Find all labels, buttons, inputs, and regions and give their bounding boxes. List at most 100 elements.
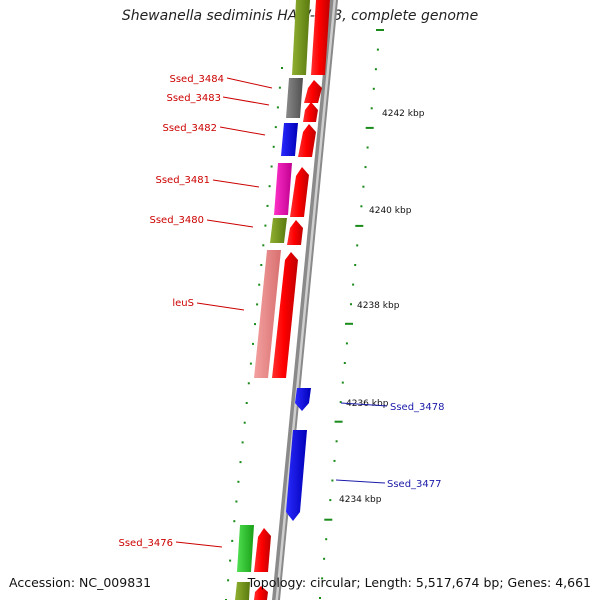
tick-mark bbox=[247, 382, 250, 385]
leader-line bbox=[196, 302, 245, 311]
tick-mark bbox=[256, 303, 259, 306]
tick-mark bbox=[233, 520, 236, 523]
leader-line bbox=[212, 179, 260, 188]
tick-mark bbox=[324, 518, 333, 521]
tick-mark bbox=[339, 401, 342, 404]
tick-mark bbox=[355, 224, 364, 227]
tick-mark bbox=[268, 185, 271, 188]
tick-mark bbox=[360, 205, 363, 208]
tick-mark bbox=[366, 146, 369, 149]
tick-mark bbox=[376, 29, 384, 31]
tick-mark bbox=[252, 342, 254, 345]
tick-mark bbox=[331, 479, 334, 482]
leader-line bbox=[222, 96, 270, 106]
tick-mark bbox=[335, 440, 338, 443]
tick-mark bbox=[329, 499, 332, 502]
feature-block-blue bbox=[281, 123, 298, 156]
gene-label: Ssed_3483 bbox=[166, 93, 221, 104]
tick-mark bbox=[235, 500, 238, 503]
tick-mark bbox=[229, 559, 232, 562]
backbone bbox=[272, 0, 338, 600]
tick-mark bbox=[237, 480, 240, 483]
tick-mark bbox=[325, 538, 328, 541]
tick-mark bbox=[362, 185, 365, 188]
feature-block-gray bbox=[286, 78, 303, 118]
tick-mark bbox=[231, 539, 234, 542]
gene-arrow bbox=[304, 80, 322, 103]
tick-mark bbox=[243, 421, 246, 424]
tick-mark bbox=[345, 342, 348, 345]
gene-label: leuS bbox=[172, 298, 194, 309]
tick-mark bbox=[239, 461, 242, 464]
tick-mark bbox=[281, 67, 283, 69]
gene-label: Ssed_3476 bbox=[118, 538, 173, 549]
gene-arrow bbox=[290, 167, 309, 217]
tick-mark bbox=[262, 244, 265, 247]
backbone-highlight bbox=[275, 0, 336, 600]
reverse-genes bbox=[286, 388, 311, 521]
forward-genes bbox=[254, 0, 330, 600]
leader-line bbox=[175, 541, 223, 548]
tick-mark bbox=[227, 579, 230, 582]
feature-block-olive-3 bbox=[235, 582, 250, 600]
tick-mark bbox=[333, 459, 336, 462]
tick-mark bbox=[350, 303, 352, 306]
gene-arrow bbox=[286, 430, 307, 521]
tick-mark bbox=[364, 166, 367, 169]
gene-label: Ssed_3484 bbox=[169, 74, 224, 85]
tick-mark bbox=[241, 441, 244, 444]
tick-mark bbox=[374, 68, 377, 71]
tick-mark bbox=[276, 106, 279, 109]
leader-line bbox=[340, 402, 388, 407]
gene-arrow bbox=[311, 0, 330, 75]
accession-text: Accession: NC_009831 bbox=[9, 575, 152, 590]
tick-mark bbox=[345, 322, 353, 325]
tick-mark bbox=[334, 420, 343, 423]
tick-mark bbox=[266, 204, 269, 207]
feature-blocks bbox=[235, 0, 310, 600]
tick-label: 4236 kbp bbox=[346, 399, 389, 409]
tick-mark bbox=[254, 323, 256, 326]
summary-text: Topology: circular; Length: 5,517,674 bp… bbox=[247, 575, 591, 590]
gene-arrow bbox=[295, 388, 311, 411]
gene-arrow bbox=[303, 102, 318, 122]
gene-label: Ssed_3480 bbox=[149, 215, 204, 226]
gene-label: Ssed_3477 bbox=[387, 479, 442, 490]
gene-label: Ssed_3482 bbox=[162, 123, 217, 134]
gene-arrow bbox=[254, 586, 268, 600]
gene-labels: Ssed_3484 Ssed_3483 Ssed_3482 Ssed_3481 … bbox=[118, 74, 444, 549]
gene-arrow bbox=[298, 124, 316, 157]
tick-mark bbox=[354, 264, 357, 266]
tick-mark bbox=[343, 362, 346, 364]
feature-block-olive-2 bbox=[270, 218, 287, 243]
leader-line bbox=[335, 479, 386, 484]
tick-mark bbox=[264, 224, 267, 227]
tick-label: 4240 kbp bbox=[369, 206, 412, 216]
tick-label: 4238 kbp bbox=[357, 301, 400, 311]
tick-mark bbox=[258, 283, 261, 286]
tick-mark bbox=[272, 145, 275, 148]
leader-line bbox=[226, 77, 273, 89]
tick-mark bbox=[245, 402, 248, 404]
tick-mark bbox=[319, 597, 321, 599]
gene-arrow bbox=[287, 220, 303, 245]
tick-mark bbox=[274, 126, 277, 129]
tick-mark bbox=[356, 244, 359, 247]
tick-mark bbox=[323, 557, 326, 560]
tick-mark bbox=[372, 87, 375, 90]
feature-block-pink bbox=[254, 250, 281, 378]
tick-mark bbox=[352, 283, 355, 286]
feature-block-olive bbox=[292, 0, 310, 75]
gene-label: Ssed_3478 bbox=[390, 402, 445, 413]
leader-lines bbox=[175, 77, 388, 548]
tick-label: 4242 kbp bbox=[382, 109, 425, 119]
tick-mark bbox=[321, 577, 324, 580]
tick-label: 4234 kbp bbox=[339, 495, 382, 505]
tick-labels: 4242 kbp 4240 kbp 4238 kbp 4236 kbp 4234… bbox=[339, 109, 425, 505]
tick-mark bbox=[341, 381, 344, 384]
gene-arrow bbox=[272, 252, 298, 378]
tick-mark bbox=[270, 165, 273, 168]
leader-line bbox=[219, 126, 266, 136]
leader-line bbox=[206, 219, 254, 228]
